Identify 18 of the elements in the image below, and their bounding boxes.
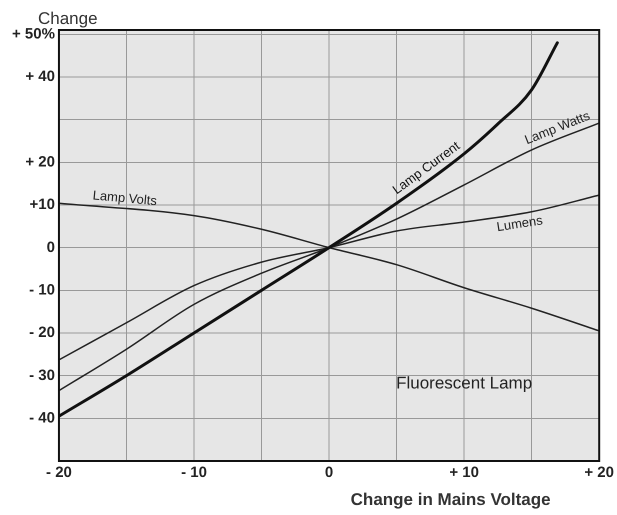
y-tick-label: + 40 [25,68,55,86]
x-tick-label: + 20 [584,464,614,482]
y-tick-label: - 20 [29,324,55,342]
y-tick-label: - 40 [29,409,55,426]
x-tick-label: - 10 [181,464,207,482]
y-tick-label: +10 [29,196,55,214]
annotation: Fluorescent Lamp [396,373,532,392]
x-tick-label: 0 [324,464,334,482]
x-tick-label: + 10 [449,464,479,482]
y-tick-label: 0 [46,238,55,256]
y-tick-label: + 20 [25,153,55,170]
text: Lumens [496,212,544,234]
text: Lamp Volts [92,187,158,208]
x-tick-label: - 20 [46,464,72,482]
text: Lamp Watts [522,108,592,148]
y-tick-label: - 10 [29,281,55,298]
x-axis-title: Change in Mains Voltage [350,490,551,509]
y-tick-label: - 30 [29,366,55,384]
